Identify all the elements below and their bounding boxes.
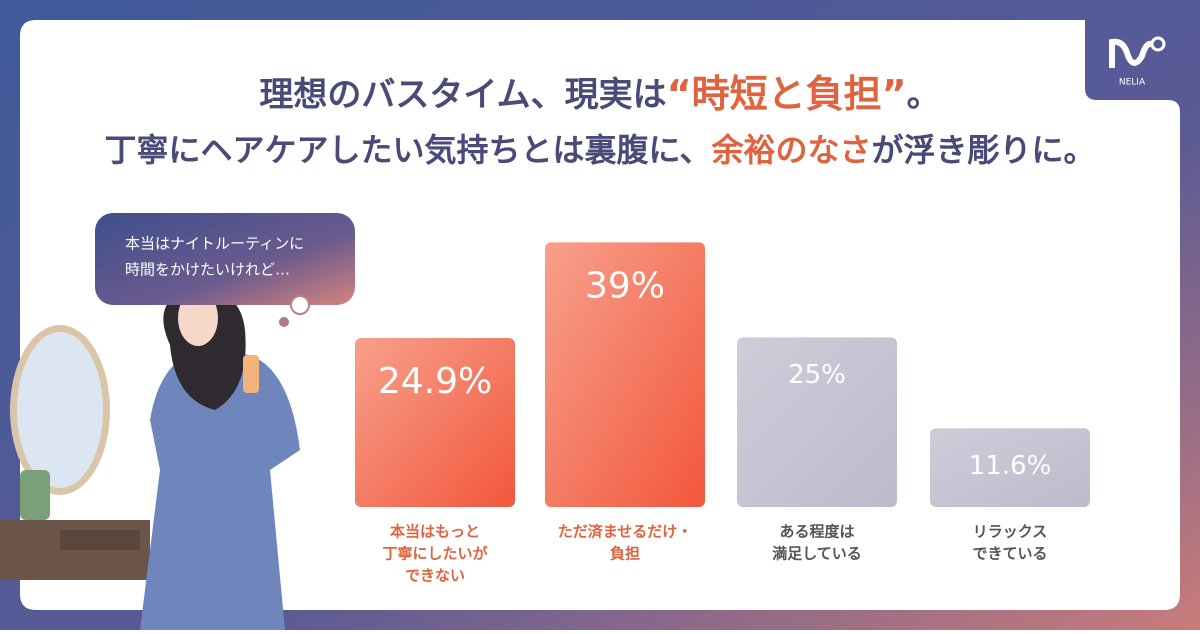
subtitle: 丁寧にヘアケアしたい気持ちとは裏腹に、余裕のなさが浮き彫りに。: [104, 131, 1095, 169]
value-label: 24.9%: [378, 361, 492, 402]
subtitle-highlight: 余裕のなさ: [711, 131, 872, 169]
category-label: ある程度は: [779, 523, 854, 541]
category-label: リラックス: [973, 523, 1048, 541]
value-label: 25%: [788, 360, 846, 390]
subtitle-part: が浮き彫りに。: [872, 131, 1096, 169]
title-highlight: “時短と負担”: [667, 72, 907, 116]
category-label: 負担: [610, 545, 640, 563]
bar: [355, 338, 515, 507]
subtitle-part: 丁寧にヘアケアしたい気持ちとは裏腹に、: [104, 131, 711, 169]
bar: [930, 428, 1090, 507]
bar: [737, 337, 897, 507]
illustration: [0, 289, 300, 630]
title: 理想のバスタイム、現実は“時短と負担”。: [259, 72, 940, 116]
speech-bubble: 本当はナイトルーティンに 時間をかけたいけれど…: [95, 213, 355, 327]
category-label: 本当はもっと: [390, 523, 480, 541]
bubble-text: 時間をかけたいけれど…: [125, 261, 290, 279]
category-label: 丁寧にしたいが: [382, 545, 488, 563]
title-part: 理想のバスタイム、現実は: [259, 75, 666, 115]
title-part: 。: [907, 75, 941, 115]
value-label: 11.6%: [969, 451, 1052, 481]
category-label: 満足している: [772, 545, 862, 563]
value-label: 39%: [585, 265, 665, 306]
logo: NELIA: [1109, 36, 1166, 88]
logo-text: NELIA: [1119, 78, 1146, 88]
bubble-text: 本当はナイトルーティンに: [125, 235, 304, 253]
category-label: できない: [405, 567, 465, 585]
category-label: ただ済ませるだけ・: [558, 523, 693, 541]
bar: [545, 242, 705, 507]
category-label: できている: [972, 545, 1047, 563]
